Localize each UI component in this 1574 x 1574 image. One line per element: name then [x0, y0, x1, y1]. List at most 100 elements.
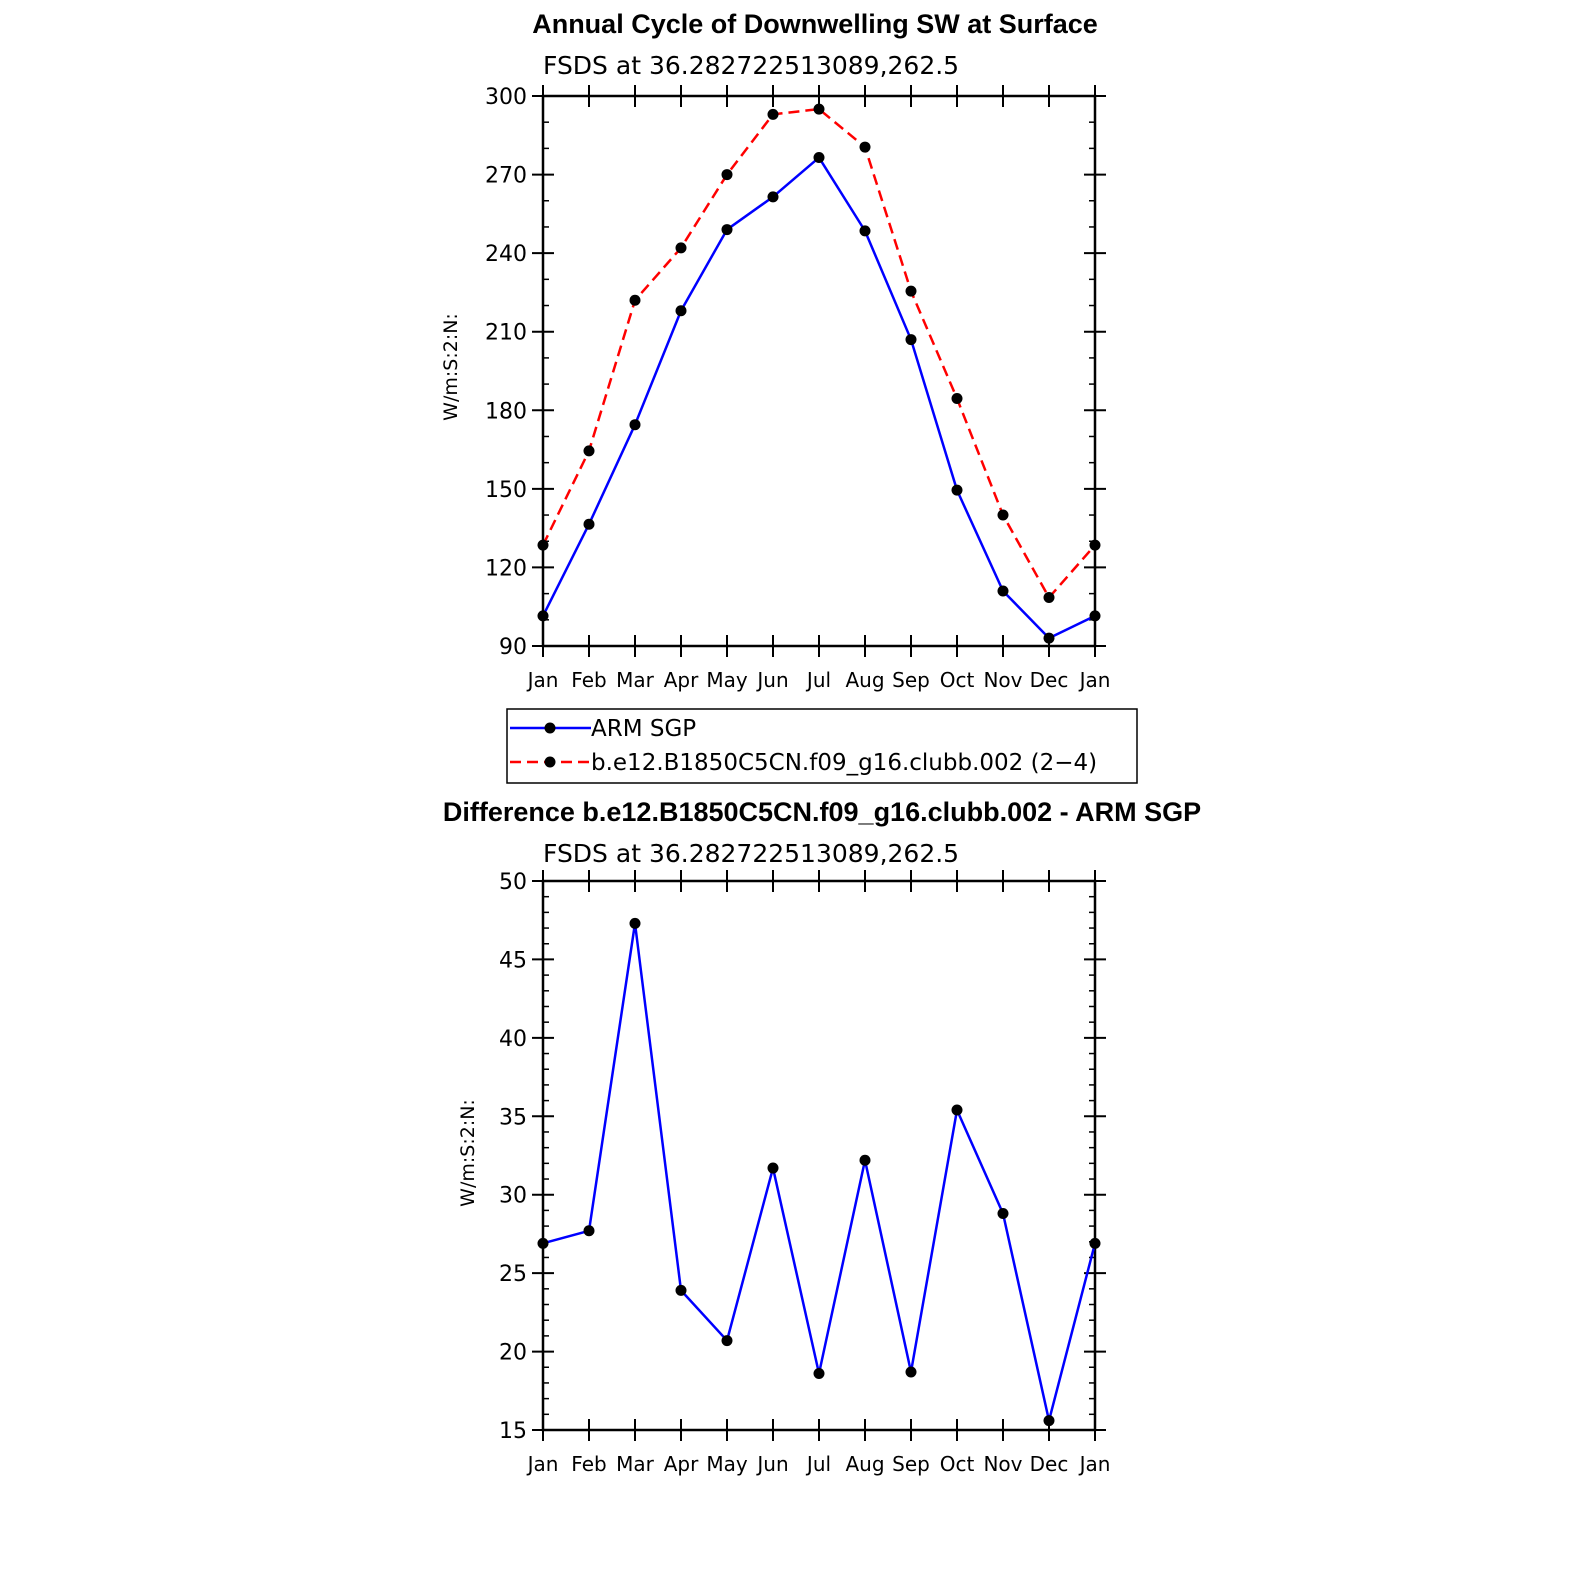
x-tick-label: Jan: [1078, 1452, 1111, 1476]
data-point: [859, 141, 871, 153]
series-line: [542, 922, 1097, 1422]
y-tick-label: 150: [485, 478, 527, 503]
x-tick-label: Mar: [616, 1452, 655, 1476]
series-line: [541, 156, 1096, 640]
data-point: [1043, 1415, 1055, 1427]
data-point: [675, 1284, 687, 1296]
x-tick-label: Oct: [940, 668, 975, 692]
chart-title: Annual Cycle of Downwelling SW at Surfac…: [532, 9, 1098, 39]
data-point: [951, 484, 963, 496]
x-tick-label: Dec: [1030, 668, 1069, 692]
data-point: [721, 1335, 733, 1347]
y-tick-label: 90: [499, 635, 527, 660]
x-tick-label: Jun: [755, 668, 788, 692]
x-tick-label: May: [706, 668, 748, 692]
series-line: [541, 107, 1096, 599]
plot-frame: [541, 879, 1097, 1432]
y-axis-label: W/m:S:2:N:: [457, 1099, 479, 1207]
chart-title: Difference b.e12.B1850C5CN.f09_g16.clubb…: [443, 797, 1201, 827]
plot-frame: [541, 94, 1097, 648]
x-tick-label: Jun: [755, 1452, 788, 1476]
legend-box: [506, 708, 1138, 784]
data-point: [997, 585, 1009, 597]
x-tick-label: Apr: [664, 1452, 699, 1476]
data-point: [905, 1366, 917, 1378]
x-tick-label: Nov: [983, 1452, 1022, 1476]
y-tick-label: 35: [499, 1105, 527, 1130]
x-tick-label: Dec: [1030, 1452, 1069, 1476]
data-point: [583, 1225, 595, 1237]
y-axis-label: W/m:S:2:N:: [440, 313, 462, 421]
x-tick-label: Feb: [571, 668, 606, 692]
data-point: [1089, 1237, 1101, 1249]
data-point: [813, 103, 825, 115]
data-point: [629, 294, 641, 306]
data-point: [905, 285, 917, 297]
y-tick-label: 30: [499, 1184, 527, 1209]
legend: ARM SGP b.e12.B1850C5CN.f09_g16.clubb.00…: [506, 708, 1138, 784]
y-tick-label: 210: [485, 321, 527, 346]
x-tick-label: Jan: [526, 668, 559, 692]
data-point: [905, 334, 917, 346]
data-point: [721, 224, 733, 236]
top-plot-area: 90 120 150 180 210 240 270 300 Jan Feb Mar Apr May Ju…: [485, 85, 1110, 692]
data-point: [951, 1104, 963, 1116]
data-point: [675, 242, 687, 254]
data-point: [583, 445, 595, 457]
data-point: [767, 108, 779, 120]
data-point: [997, 1208, 1009, 1220]
x-tick-label: Aug: [845, 1452, 884, 1476]
y-tick-label: 45: [499, 948, 527, 973]
y-tick-label: 240: [485, 242, 527, 267]
x-tick-label: May: [706, 1452, 748, 1476]
data-point: [767, 191, 779, 203]
data-point: [951, 393, 963, 404]
legend-label: ARM SGP: [591, 716, 696, 742]
chart-subtitle: FSDS at 36.282722513089,262.5: [543, 839, 959, 868]
data-point: [997, 509, 1009, 521]
data-point: [629, 419, 641, 431]
x-tick-label: Apr: [664, 668, 699, 692]
y-tick-label: 50: [499, 870, 527, 895]
x-tick-label: Oct: [940, 1452, 975, 1476]
data-point: [767, 1162, 779, 1174]
legend-item-arm-sgp: ARM SGP: [510, 716, 696, 742]
y-tick-label: 270: [485, 164, 527, 189]
data-point: [537, 610, 549, 622]
data-point: [537, 1237, 549, 1249]
legend-label: b.e12.B1850C5CN.f09_g16.clubb.002 (2−4): [591, 750, 1097, 776]
y-tick-label: 40: [499, 1027, 527, 1052]
y-tick-label: 15: [499, 1419, 527, 1444]
legend-marker: [544, 722, 556, 734]
y-tick-label: 25: [499, 1262, 527, 1287]
x-tick-label: Jul: [805, 668, 831, 692]
legend-marker: [544, 756, 556, 768]
data-point: [629, 917, 641, 929]
data-point: [813, 1368, 825, 1380]
legend-item-model: b.e12.B1850C5CN.f09_g16.clubb.002 (2−4): [510, 750, 1097, 776]
data-point: [1089, 539, 1101, 551]
y-tick-label: 300: [485, 85, 527, 110]
x-tick-label: Aug: [845, 668, 884, 692]
y-tick-label: 120: [485, 556, 527, 581]
x-tick-label: Feb: [571, 1452, 606, 1476]
y-tick-label: 180: [485, 399, 527, 424]
data-point: [675, 305, 687, 317]
data-point: [859, 225, 871, 237]
data-point: [859, 1154, 871, 1166]
data-point: [1089, 610, 1101, 622]
x-tick-label: Jan: [1078, 668, 1111, 692]
data-point: [1043, 632, 1055, 644]
data-point: [813, 152, 825, 164]
chart-subtitle: FSDS at 36.282722513089,262.5: [543, 51, 959, 80]
data-point: [537, 539, 549, 551]
bottom-plot-area: 15 20 25 30 35 40 45 50 Jan Feb Mar Apr May Jun Jul Aug…: [499, 870, 1110, 1476]
x-tick-label: Nov: [983, 668, 1022, 692]
data-point: [721, 169, 733, 181]
data-point: [583, 518, 595, 530]
x-tick-label: Mar: [616, 668, 655, 692]
x-tick-label: Jan: [526, 1452, 559, 1476]
x-tick-label: Sep: [892, 1452, 930, 1476]
data-point: [1043, 592, 1055, 604]
